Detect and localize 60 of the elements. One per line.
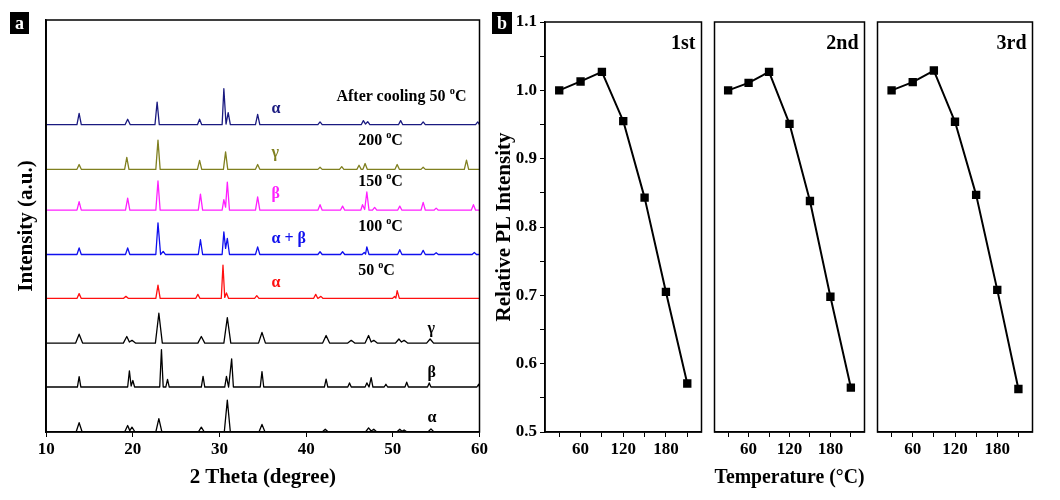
y-tick-label: 1.1 [515, 11, 537, 31]
x-tick-label: 60 [740, 438, 758, 458]
point [683, 379, 692, 388]
point [950, 117, 960, 126]
series-label: β [427, 363, 436, 382]
series-label: α [427, 408, 437, 426]
y-tick-label: 0.9 [515, 148, 537, 168]
chart-title: 3rd [996, 31, 1027, 54]
x-axis-title: 2 Theta (degree) [189, 463, 336, 488]
x-tick-label: 180 [653, 438, 679, 458]
point [661, 287, 671, 297]
text: a [15, 12, 24, 33]
series-label: α [271, 98, 281, 116]
x-tick-label: 50 [384, 438, 402, 458]
x-tick-label: 30 [211, 438, 229, 458]
x-tick-label: 40 [297, 438, 315, 458]
point [805, 196, 815, 206]
point [619, 116, 628, 126]
series-label: α + β [271, 228, 306, 247]
y-axis-title: Relative PL Intensity [491, 132, 516, 322]
x-tick-label: 60 [904, 438, 922, 458]
point [846, 383, 856, 392]
x-tick-label: 60 [471, 438, 488, 458]
point [576, 77, 585, 86]
point [993, 285, 1002, 295]
series-label: β [271, 184, 280, 203]
series-label: α [271, 272, 281, 290]
x-axis-title: Temperature (°C) [714, 464, 865, 488]
y-tick-label: 0.6 [515, 353, 537, 373]
y-tick-label: 1.0 [515, 79, 537, 99]
x-tick-label: 180 [984, 438, 1011, 458]
chart-title: 2nd [826, 31, 859, 54]
point [597, 67, 607, 77]
x-tick-label: 120 [942, 438, 968, 458]
series-label: γ [270, 143, 280, 162]
point [1014, 384, 1023, 394]
point [764, 67, 774, 77]
point [887, 86, 896, 95]
point [785, 119, 794, 128]
point [826, 292, 835, 301]
x-tick-label: 120 [776, 438, 803, 458]
x-tick-label: 120 [610, 438, 636, 458]
x-tick-label: 20 [124, 438, 142, 458]
point [640, 193, 649, 202]
text: b [497, 12, 508, 33]
point [723, 86, 733, 95]
y-tick-label: 0.5 [515, 421, 537, 441]
x-tick-label: 60 [572, 438, 590, 458]
y-tick-label: 0.7 [515, 284, 538, 304]
series-label: γ [426, 319, 436, 338]
point [908, 77, 917, 87]
point [744, 78, 753, 87]
chart-title: 1st [671, 31, 696, 54]
x-tick-label: 180 [817, 438, 844, 458]
y-tick-label: 0.8 [515, 216, 537, 236]
point [555, 86, 564, 95]
x-tick-label: 10 [37, 438, 55, 458]
point [929, 66, 939, 75]
point [971, 190, 981, 200]
y-axis-title: Intensity (a.u.) [13, 160, 38, 292]
